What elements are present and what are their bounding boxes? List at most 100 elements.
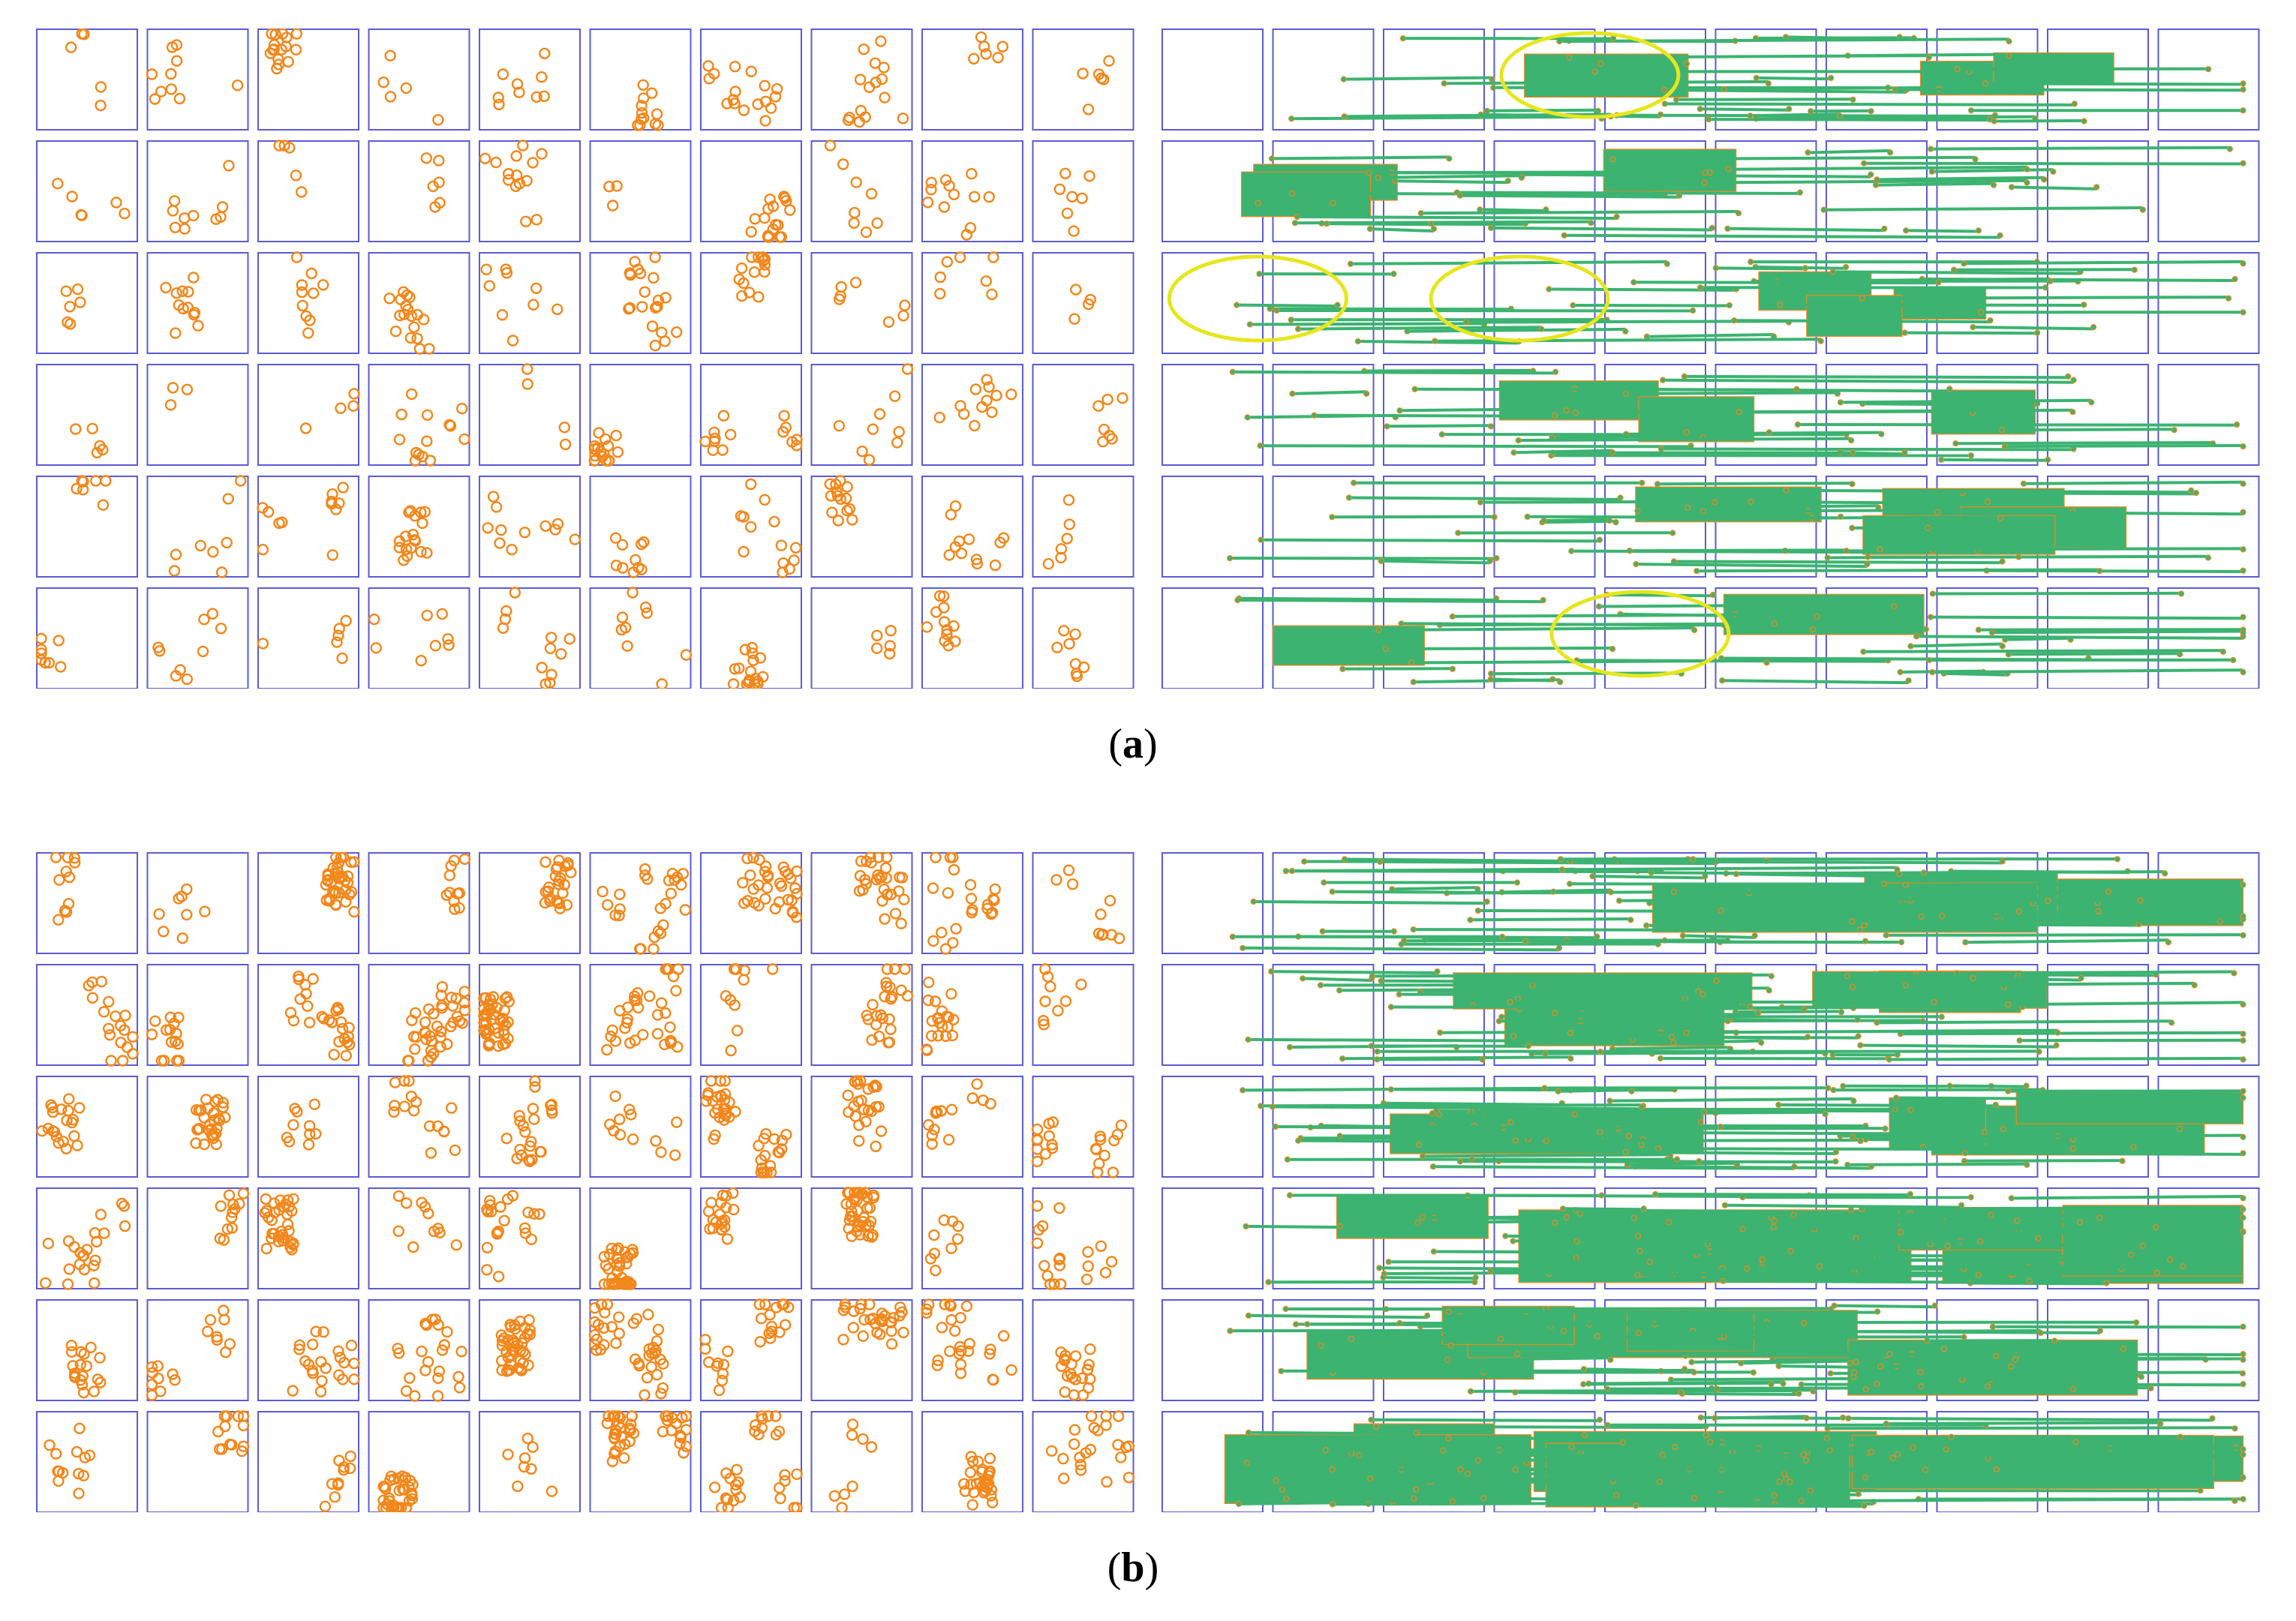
track-endpoint: [1667, 1153, 1674, 1160]
scatter-point: [221, 1410, 233, 1422]
scatter-point: [330, 503, 342, 515]
grid-cell: [146, 1299, 249, 1401]
track-endpoint: [1868, 1163, 1875, 1170]
track-endpoint: [1894, 1451, 1901, 1458]
track-endpoint: [1622, 390, 1629, 397]
scatter-point: [639, 286, 651, 298]
scatter-point: [347, 400, 359, 412]
track-line: [1292, 390, 1367, 395]
scatter-point: [741, 852, 753, 865]
track-line: [1742, 1227, 1815, 1232]
scatter-point: [392, 1472, 405, 1484]
track-line: [1417, 1220, 1555, 1225]
track-endpoint: [1699, 991, 1706, 998]
scatter-point: [1100, 1410, 1112, 1422]
scatter-point: [933, 411, 945, 424]
track-endpoint: [1748, 259, 1754, 266]
track-line: [1722, 679, 1909, 685]
scatter-point: [80, 1360, 93, 1372]
track-line: [1727, 227, 1885, 233]
scatter-point: [614, 1129, 627, 1141]
track-line: [1456, 191, 1800, 195]
grid-cell: [146, 29, 249, 131]
scatter-point: [273, 517, 285, 530]
scatter-point: [518, 1222, 531, 1234]
track-endpoint: [2240, 1037, 2246, 1044]
track-endpoint: [1612, 1492, 1620, 1499]
track-line: [1657, 1147, 2073, 1151]
track-endpoint: [1987, 317, 1994, 324]
track-endpoint: [2240, 260, 2246, 267]
track-endpoint: [1244, 414, 1251, 421]
track-endpoint: [2051, 1337, 2058, 1344]
scatter-point: [492, 1040, 504, 1052]
scatter-point: [558, 422, 570, 434]
scatter-point: [409, 535, 422, 547]
scatter-point: [422, 1055, 434, 1067]
scatter-point: [641, 1372, 654, 1384]
scatter-point: [50, 1448, 62, 1460]
grid-cell: [810, 964, 913, 1066]
scatter-point: [824, 140, 837, 152]
track-endpoint: [1781, 1470, 1788, 1477]
scatter-point: [198, 614, 210, 626]
track-endpoint: [2081, 118, 2087, 125]
scatter-point: [442, 633, 454, 645]
track-endpoint: [2240, 1133, 2246, 1140]
track-endpoint: [1855, 1033, 1862, 1040]
track-endpoint: [1801, 1319, 1808, 1327]
track-endpoint: [1656, 1478, 1663, 1485]
scatter-point: [661, 963, 673, 975]
track-endpoint: [1490, 84, 1497, 91]
scatter-point: [981, 395, 993, 407]
scatter-point: [671, 326, 683, 338]
track-endpoint: [1894, 1052, 1901, 1058]
scatter-point: [926, 1129, 939, 1142]
grid-cell: [921, 29, 1023, 131]
track-line: [1253, 900, 1487, 905]
track-endpoint: [2014, 1217, 2021, 1224]
scatter-point: [146, 1361, 158, 1373]
scatter-point: [879, 92, 891, 104]
track-endpoint: [1654, 1145, 1662, 1152]
scatter-point: [846, 1480, 858, 1493]
scatter-point: [963, 533, 975, 545]
scatter-point: [777, 566, 789, 578]
scatter-point: [867, 1229, 879, 1241]
track-endpoint: [1273, 1477, 1279, 1484]
grid-cell: [146, 1411, 249, 1512]
track-endpoint: [2000, 1125, 2007, 1133]
scatter-point: [987, 251, 999, 263]
scatter-point: [759, 115, 771, 127]
track-line: [1237, 599, 1543, 604]
scatter-point: [945, 988, 957, 1000]
grid-cell: [1383, 964, 1485, 1066]
grid-cell: [36, 1076, 138, 1178]
track-endpoint: [1354, 338, 1361, 345]
track-endpoint: [2072, 1439, 2079, 1445]
scatter-point: [720, 989, 732, 1002]
scatter-point: [624, 1424, 636, 1436]
track-endpoint: [1828, 74, 1835, 82]
scatter-point: [1103, 55, 1115, 67]
grid-cell: [2157, 964, 2260, 1066]
track-endpoint: [1753, 74, 1760, 82]
scatter-point: [342, 1031, 354, 1043]
scatter-point: [421, 409, 434, 421]
grid-cell: [1162, 252, 1264, 354]
scatter-point: [774, 1492, 786, 1505]
scatter-point: [513, 86, 525, 98]
scatter-point: [876, 1307, 888, 1319]
scatter-point: [525, 1463, 537, 1475]
scatter-point: [88, 1277, 101, 1289]
track-endpoint: [2070, 377, 2077, 383]
scatter-point: [529, 1081, 541, 1093]
scatter-point: [317, 279, 329, 291]
scatter-point: [980, 275, 993, 287]
grid-cell: [368, 1411, 470, 1512]
scatter-point: [194, 539, 207, 552]
scatter-point: [655, 1146, 667, 1158]
track-line: [1298, 326, 1542, 331]
scatter-point: [729, 1106, 741, 1118]
track-endpoint: [2240, 567, 2246, 574]
